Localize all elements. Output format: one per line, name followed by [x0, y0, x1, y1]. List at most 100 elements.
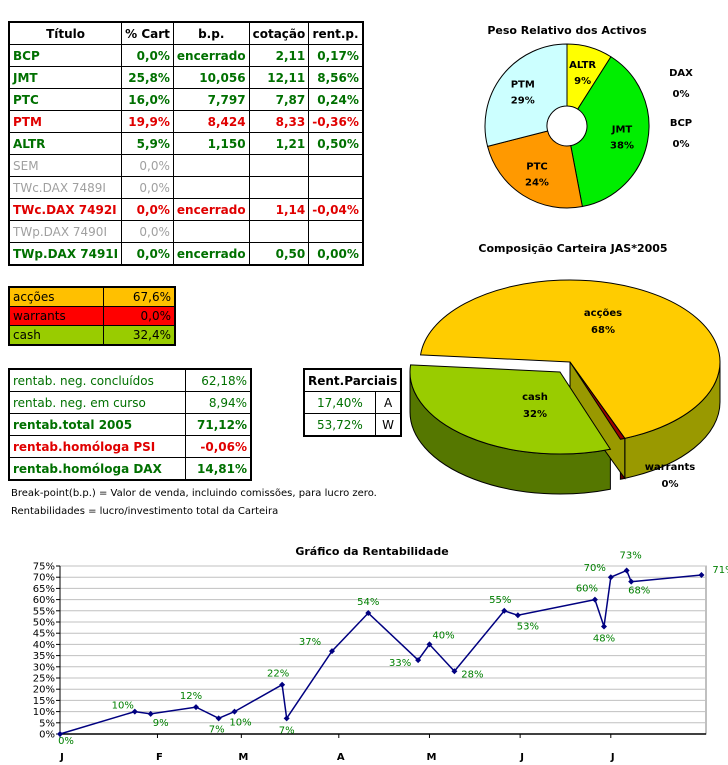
line-xtick-label: A — [337, 752, 345, 763]
line-plot-area — [59, 565, 707, 735]
holding-pct: 0,0% — [121, 242, 174, 266]
line-ytick-label: 35% — [33, 651, 55, 662]
rent-parciais-key: W — [374, 413, 402, 437]
allocation-label: cash — [8, 325, 104, 346]
line-ytick-label: 20% — [33, 685, 55, 696]
holding-bp: 1,150 — [172, 132, 250, 155]
allocation-value: 67,6% — [102, 286, 176, 307]
holding-row: BCP 0,0% encerrado 2,11 0,17% — [8, 44, 364, 67]
line-ytick-label: 25% — [33, 674, 55, 685]
rent-parciais-value: 53,72% — [303, 413, 376, 437]
allocation-value: 0,0% — [102, 306, 176, 326]
pie2-value: 68% — [591, 325, 615, 336]
holding-bp: 10,056 — [172, 66, 250, 89]
rentab-label: rentab.total 2005 — [8, 413, 187, 436]
pie1-slice — [486, 130, 583, 209]
line-data-label: 22% — [267, 669, 289, 680]
line-point — [451, 668, 458, 675]
holding-bp — [172, 220, 250, 243]
line-point — [231, 708, 238, 715]
line-ytick-label: 75% — [33, 562, 55, 573]
holding-row: PTM 19,9% 8,424 8,33 -0,36% — [8, 110, 364, 133]
pie1-value: 0% — [673, 139, 690, 150]
rentab-label: rentab.homóloga PSI — [8, 435, 187, 458]
rent-parciais-value: 17,40% — [303, 391, 376, 414]
line-data-label: 0% — [58, 736, 74, 747]
line-point — [279, 681, 286, 688]
line-data-label: 10% — [112, 701, 134, 712]
line-xtick-label: J — [610, 752, 615, 763]
line-data-label: 28% — [461, 669, 483, 680]
rentab-table: rentab. neg. concluídos 62,18% rentab. neg… — [8, 368, 252, 481]
allocation-value: 32,4% — [102, 325, 176, 346]
line-data-label: 73% — [620, 550, 642, 561]
holding-rent: 0,17% — [308, 44, 364, 67]
note-rentabilidades: Rentabilidades = lucro/investimento tota… — [11, 506, 279, 517]
line-data-label: 7% — [279, 725, 295, 736]
holding-price: 12,11 — [248, 66, 310, 89]
rent-parciais-key: A — [374, 391, 402, 414]
pie1-slice — [570, 56, 650, 208]
holdings-header-row: Título % Cart b.p. cotação rent.p. — [8, 21, 364, 45]
line-point — [698, 571, 705, 578]
pie2-label: cash — [522, 392, 548, 403]
holding-rent: 8,56% — [308, 66, 364, 89]
line-data-label: 37% — [299, 637, 321, 648]
line-data-label: 70% — [584, 563, 606, 574]
line-ytick-label: 60% — [33, 595, 55, 606]
pie1-value: 9% — [574, 76, 591, 87]
holding-bp: encerrado — [172, 242, 250, 266]
allocation-row: warrants 0,0% — [8, 306, 176, 326]
holding-bp: encerrado — [172, 198, 250, 221]
rentab-row: rentab. neg. concluídos 62,18% — [8, 368, 252, 392]
line-point — [601, 623, 607, 630]
pie2-label: acções — [584, 308, 622, 319]
line-data-label: 71% — [712, 565, 728, 576]
note-breakpoint: Break-point(b.p.) = Valor de venda, incl… — [11, 488, 377, 499]
allocation-body: acções 67,6% warrants 0,0% cash 32,4% — [8, 286, 176, 346]
rentab-value: -0,06% — [185, 435, 252, 458]
line-data-label: 55% — [489, 595, 511, 606]
line-point — [57, 731, 63, 737]
line-point — [283, 715, 290, 722]
pie1-value: 0% — [673, 89, 690, 100]
holding-row: TWc.DAX 7489I 0,0% — [8, 176, 364, 199]
rentab-value: 14,81% — [185, 457, 252, 481]
line-data-label: 48% — [593, 633, 615, 644]
line-ytick-label: 0% — [39, 730, 55, 741]
line-data-label: 40% — [432, 630, 454, 641]
holding-name: TWp.DAX 7490I — [8, 220, 123, 243]
line-data-label: 33% — [389, 658, 411, 669]
holding-name: TWc.DAX 7492I — [8, 198, 123, 221]
pie1-label: ALTR — [569, 60, 596, 71]
rent-parciais-row: 17,40% A — [303, 391, 402, 414]
pie2-value: 0% — [662, 479, 679, 490]
line-xtick-label: M — [426, 752, 436, 763]
rentab-body: rentab. neg. concluídos 62,18% rentab. neg… — [8, 368, 252, 481]
line-ytick-label: 30% — [33, 662, 55, 673]
line-xtick-label: J — [519, 752, 524, 763]
rentab-row: rentab.homóloga PSI -0,06% — [8, 435, 252, 458]
line-ytick-label: 45% — [33, 629, 55, 640]
holding-row: TWp.DAX 7491I 0,0% encerrado 0,50 0,00% — [8, 242, 364, 266]
pie1-title: Peso Relativo dos Activos — [487, 24, 647, 37]
pie1-label: DAX — [669, 68, 693, 79]
holding-bp: 7,797 — [172, 88, 250, 111]
line-point — [147, 710, 154, 717]
pie2-title: Composição Carteira JAS*2005 — [478, 242, 667, 255]
allocation-row: cash 32,4% — [8, 325, 176, 346]
pie1-slice — [484, 43, 568, 148]
line-ytick-label: 70% — [33, 573, 55, 584]
header-rent-p: rent.p. — [308, 21, 364, 45]
pie2-label: warrants — [645, 462, 695, 473]
holding-rent — [308, 220, 364, 243]
holding-rent: -0,36% — [308, 110, 364, 133]
line-data-label: 10% — [229, 718, 251, 729]
line-point — [193, 704, 199, 711]
line-point — [607, 574, 614, 581]
pie1-label: BCP — [670, 118, 692, 129]
pie1-value: 29% — [511, 96, 535, 107]
holdings-table: Título % Cart b.p. cotação rent.p. BCP 0,… — [8, 21, 364, 266]
line-ytick-label: 40% — [33, 640, 55, 651]
line-xtick-label: F — [156, 752, 163, 763]
